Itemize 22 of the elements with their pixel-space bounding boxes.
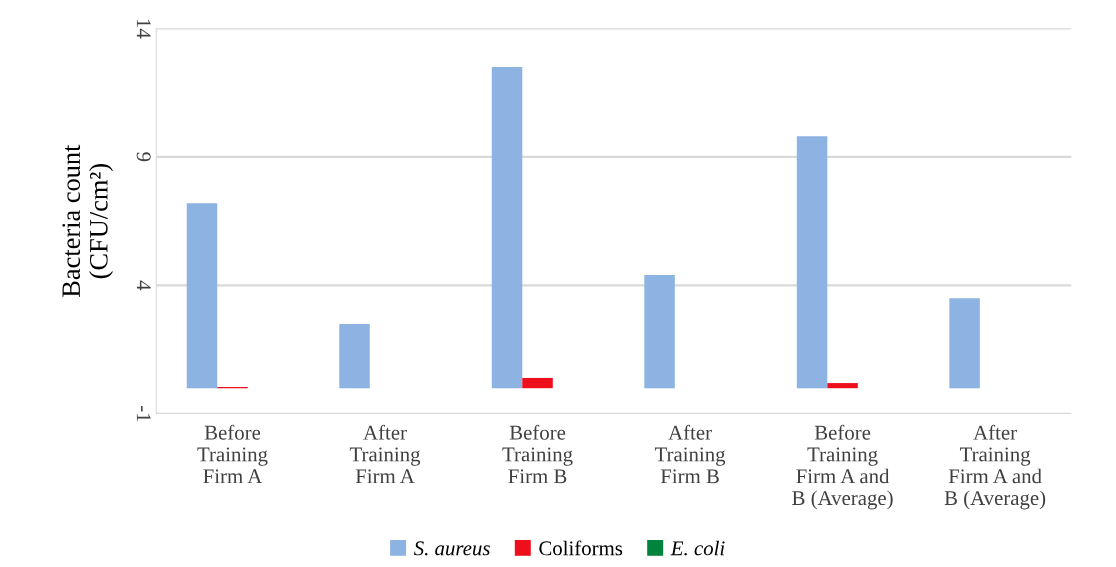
y-tick-label: 9 — [136, 152, 151, 162]
x-tick-label: After Training Firm A and B (Average) — [944, 424, 1046, 510]
bar — [339, 323, 370, 389]
x-tick-label: Before Training Firm A — [197, 424, 268, 484]
x-tick-label: After Training Firm A — [349, 424, 421, 484]
x-tick-label: Before Training Firm A and B (Average) — [792, 424, 893, 510]
bar — [949, 298, 980, 389]
y-axis-title: Bacteria count (CFU/cm²) — [62, 144, 114, 297]
y-tick-label: 14 — [136, 19, 151, 39]
legend-label: Coliforms — [539, 540, 623, 556]
legend-label: E. coli — [670, 540, 725, 556]
x-tick-label: After Training Firm B — [654, 424, 726, 484]
legend-label: S. aureus — [413, 541, 490, 556]
bar — [644, 275, 675, 389]
bar — [491, 66, 523, 389]
bar — [827, 383, 858, 389]
bar — [522, 377, 553, 389]
x-tick-label: Before Training Firm B — [502, 424, 573, 484]
bar — [796, 136, 828, 389]
y-tick-label: -1 — [136, 406, 151, 422]
bar — [186, 203, 218, 389]
y-tick-label: 4 — [136, 280, 151, 291]
